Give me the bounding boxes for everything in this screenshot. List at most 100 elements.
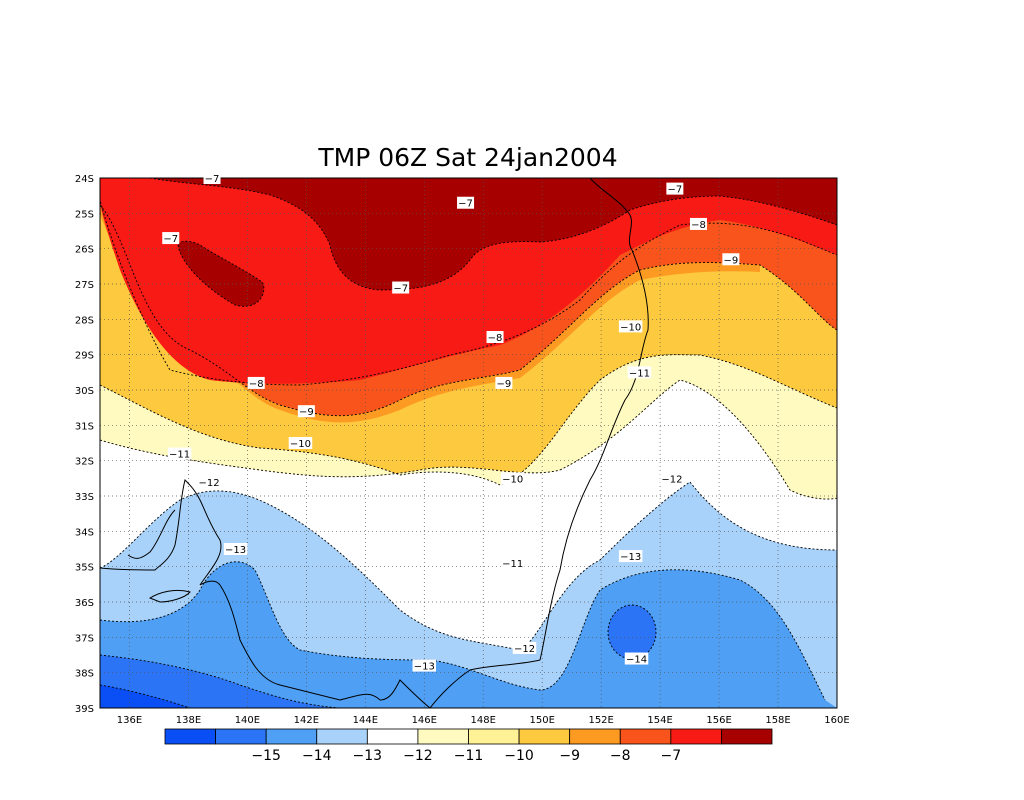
band-minus10-11 xyxy=(100,354,837,500)
colorbar-swatch xyxy=(518,728,571,745)
colorbar-label: −7 xyxy=(661,748,682,764)
contour-label-bg xyxy=(689,217,707,230)
lon-tick-label: 146E xyxy=(412,715,437,726)
contour-label-bg xyxy=(660,472,684,485)
lon-tick-label: 154E xyxy=(647,715,672,726)
band-minus7 xyxy=(150,178,837,290)
lon-tick-label: 152E xyxy=(588,715,613,726)
contour-label-bg xyxy=(197,475,221,488)
contour-label: −8 xyxy=(249,379,264,390)
band-minus13-14 xyxy=(100,561,837,708)
lat-tick-label: 35S xyxy=(75,563,94,574)
contour-label: −7 xyxy=(205,174,220,185)
contour-label-bg xyxy=(722,253,740,266)
lat-tick-label: 24S xyxy=(75,174,94,185)
latitude-labels: 24S 25S 26S 27S 28S 29S 30S 31S 32S 33S 34S 35S 36S 3… xyxy=(75,174,94,715)
colorbar-label: −11 xyxy=(454,748,484,764)
lat-tick-label: 26S xyxy=(75,245,94,256)
colorbar-swatch xyxy=(265,728,318,745)
colorbar-label: −13 xyxy=(353,748,383,764)
band-minus14-15 xyxy=(100,655,340,708)
graticule xyxy=(100,178,837,708)
contour-label: −12 xyxy=(661,474,682,485)
contour-label: −13 xyxy=(620,552,641,563)
contour-label-bg xyxy=(618,320,643,333)
colorbar-swatch xyxy=(417,728,469,745)
contour-label: −13 xyxy=(225,545,246,556)
colorbar-label: −14 xyxy=(302,748,332,764)
contour-label-bg xyxy=(624,652,649,665)
contour-label: −12 xyxy=(514,644,535,655)
contour-labels: −7 −7 −7 −8 −7 −9 −7 −10 −8 −11 −8 −9 −9 −10 −11 −10 −12… xyxy=(162,172,740,673)
contour-label: −8 xyxy=(691,220,706,231)
lat-tick-label: 28S xyxy=(75,315,94,326)
colorbar-swatch xyxy=(670,728,722,745)
contour-label-bg xyxy=(457,196,475,209)
coastline xyxy=(100,178,649,708)
colorbar-swatch xyxy=(619,728,672,745)
contour-label: −7 xyxy=(163,234,178,245)
contour-label: −11 xyxy=(502,559,523,570)
contour-label-bg xyxy=(203,172,221,184)
contour-label: −9 xyxy=(723,255,738,266)
lon-tick-label: 140E xyxy=(235,715,260,726)
longitude-labels: 136E 138E 140E 142E 144E 146E 148E 150E 152E 154E… xyxy=(117,715,850,726)
lat-tick-label: 39S xyxy=(75,704,94,715)
contour-label: −10 xyxy=(620,322,641,333)
contour-label: −7 xyxy=(458,199,473,210)
colorbar-label: −12 xyxy=(403,748,433,764)
contour-label: −14 xyxy=(626,655,647,666)
lat-tick-label: 30S xyxy=(75,386,94,397)
lat-tick-label: 37S xyxy=(75,633,94,644)
lat-tick-label: 27S xyxy=(75,280,94,291)
map-title: TMP 06Z Sat 24jan2004 xyxy=(317,143,617,172)
contour-label-bg xyxy=(495,376,513,389)
contour-label-bg xyxy=(288,437,313,449)
colorbar-label: −9 xyxy=(559,748,580,764)
contour-label: −11 xyxy=(169,450,190,461)
lon-tick-label: 160E xyxy=(824,715,849,726)
contour-label: −10 xyxy=(502,474,523,485)
colorbar-label: −8 xyxy=(610,748,631,764)
contour-label-bg xyxy=(223,543,248,555)
contour-label-bg xyxy=(247,376,265,389)
contour-label-bg xyxy=(412,659,437,672)
lat-tick-label: 36S xyxy=(75,598,94,609)
contour-label-bg xyxy=(486,331,504,343)
lat-tick-label: 38S xyxy=(75,669,94,680)
contour-label-bg xyxy=(500,472,525,485)
contour-label: −7 xyxy=(667,185,682,196)
band-minus15 xyxy=(100,685,190,708)
colorbar-swatch xyxy=(569,728,621,745)
band-minus7-island xyxy=(178,241,264,307)
colorbar-swatch xyxy=(721,728,773,745)
contour-label-bg xyxy=(167,447,192,460)
colorbar-swatch xyxy=(366,728,419,745)
colorbar-swatch xyxy=(164,728,216,745)
contour-label-bg xyxy=(297,405,315,418)
lon-tick-label: 136E xyxy=(117,715,142,726)
lat-tick-label: 29S xyxy=(75,351,94,362)
contour-label: −13 xyxy=(414,662,435,673)
contour-label: −9 xyxy=(497,379,512,390)
lon-tick-label: 156E xyxy=(706,715,731,726)
contour-label-bg xyxy=(392,281,410,294)
contour-label-bg xyxy=(618,550,643,563)
contour-label: −9 xyxy=(299,407,314,418)
contour-label-bg xyxy=(666,182,684,195)
lat-tick-label: 31S xyxy=(75,421,94,432)
band-minus7-8 xyxy=(100,178,837,384)
map-frame xyxy=(99,177,838,709)
lon-tick-label: 138E xyxy=(176,715,201,726)
lat-tick-label: 33S xyxy=(75,492,94,503)
lon-tick-label: 144E xyxy=(353,715,378,726)
contour-label-bg xyxy=(162,232,180,245)
colorbar-label: −15 xyxy=(251,748,281,764)
contour-label-bg xyxy=(500,557,525,570)
lon-tick-label: 150E xyxy=(529,715,554,726)
lat-tick-label: 32S xyxy=(75,457,94,468)
contour-label-bg xyxy=(627,366,652,379)
colorbar-swatch xyxy=(316,728,368,745)
contour-label: −11 xyxy=(629,368,650,379)
